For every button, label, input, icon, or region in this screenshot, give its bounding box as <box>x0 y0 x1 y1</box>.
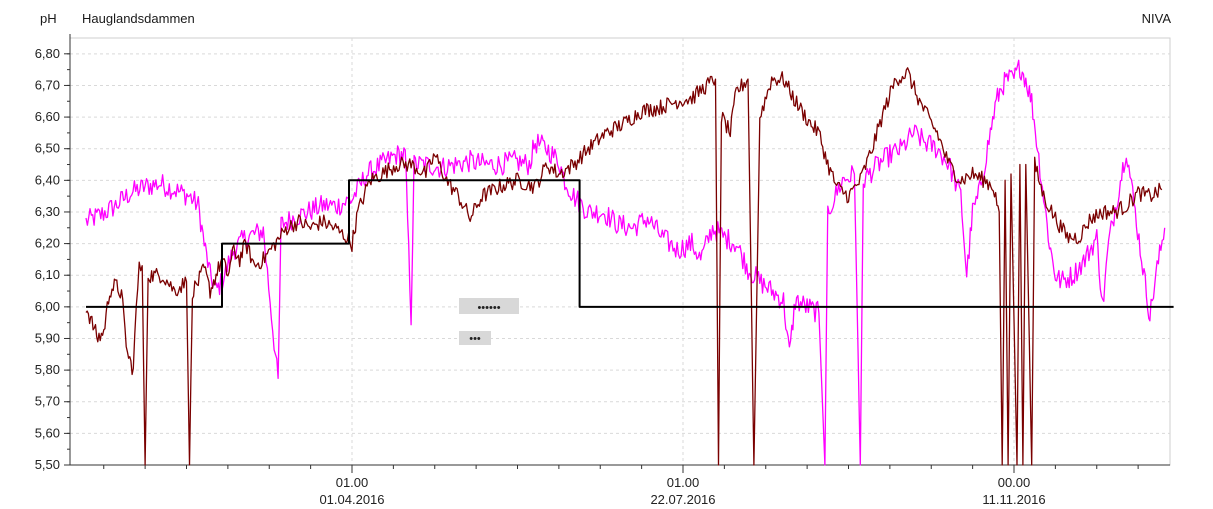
y-tick-label: 6,60 <box>35 109 60 124</box>
series-line-magenta <box>85 59 1166 466</box>
y-tick-label: 5,90 <box>35 330 60 345</box>
chart-title: Hauglandsdammen <box>82 11 195 26</box>
y-tick-label: 5,80 <box>35 362 60 377</box>
x-tick-time-label: 00.00 <box>998 475 1031 490</box>
y-unit-label: pH <box>40 11 57 26</box>
x-tick-date-label: 01.04.2016 <box>319 492 384 507</box>
y-tick-label: 5,70 <box>35 394 60 409</box>
x-tick-date-label: 11.11.2016 <box>982 492 1045 507</box>
y-tick-label: 6,10 <box>35 267 60 282</box>
y-tick-label: 6,70 <box>35 77 60 92</box>
source-label: NIVA <box>1141 11 1171 26</box>
y-tick-label: 6,40 <box>35 172 60 187</box>
series-line-step <box>86 179 1174 308</box>
legend-placeholder-text: •••••• <box>477 302 500 314</box>
y-tick-label: 5,60 <box>35 425 60 440</box>
y-tick-label: 6,80 <box>35 46 60 61</box>
y-tick-label: 6,50 <box>35 141 60 156</box>
y-tick-label: 6,00 <box>35 299 60 314</box>
y-tick-label: 6,20 <box>35 236 60 251</box>
x-tick-time-label: 01.00 <box>667 475 700 490</box>
legend-placeholder-box <box>459 298 519 314</box>
legend-placeholder-box <box>459 331 491 345</box>
x-tick-date-label: 22.07.2016 <box>650 492 715 507</box>
legend-placeholder-text: ••• <box>469 333 481 345</box>
y-tick-label: 5,50 <box>35 457 60 472</box>
plot-area <box>69 37 1171 466</box>
y-tick-label: 6,30 <box>35 204 60 219</box>
x-tick-time-label: 01.00 <box>336 475 369 490</box>
series-line-dark <box>85 67 1163 466</box>
